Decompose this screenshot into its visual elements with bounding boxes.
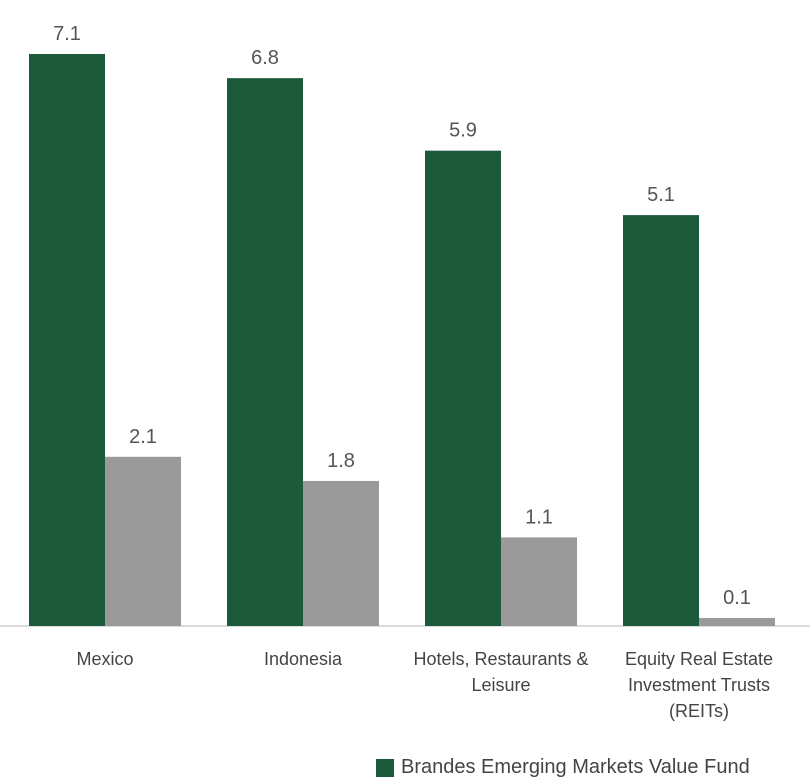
x-tick-label: Indonesia bbox=[263, 649, 343, 669]
bar bbox=[425, 150, 501, 627]
value-label: 7.1 bbox=[53, 23, 81, 45]
value-label: 1.1 bbox=[525, 506, 553, 528]
bar bbox=[303, 480, 379, 626]
bar bbox=[699, 617, 775, 626]
value-label: 0.1 bbox=[723, 587, 751, 609]
bar bbox=[623, 215, 699, 626]
value-label: 1.8 bbox=[327, 450, 355, 472]
value-label: 5.1 bbox=[647, 184, 675, 206]
bar bbox=[29, 53, 105, 626]
value-label: 5.9 bbox=[449, 120, 477, 142]
x-tick-label: Equity Real Estate Investment Trusts (RE… bbox=[624, 649, 774, 721]
legend-label: Brandes Emerging Markets Value Fund bbox=[401, 756, 750, 778]
x-tick-label: Mexico bbox=[76, 649, 134, 669]
bar bbox=[501, 537, 577, 626]
bar bbox=[227, 78, 303, 626]
legend-item: Brandes Emerging Markets Value Fund bbox=[376, 756, 750, 779]
legend-swatch bbox=[376, 758, 394, 777]
value-label: 6.8 bbox=[251, 47, 279, 69]
value-label: 2.1 bbox=[129, 426, 157, 448]
x-tick-label: Hotels, Restaurants & Leisure bbox=[413, 649, 589, 695]
bar bbox=[105, 456, 181, 626]
